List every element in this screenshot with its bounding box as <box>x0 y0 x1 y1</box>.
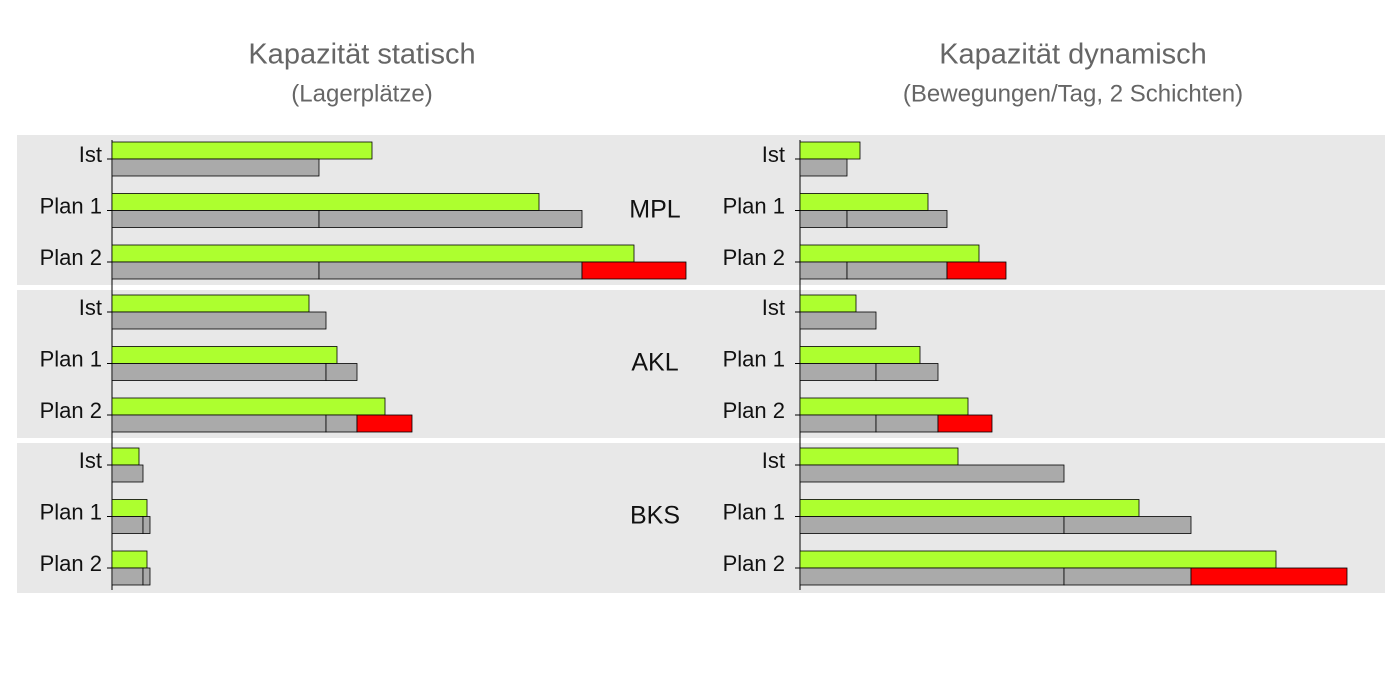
row-label: Ist <box>762 448 785 473</box>
group-label: MPL <box>629 196 681 224</box>
extension-bar <box>356 414 413 433</box>
row-label: Ist <box>79 448 102 473</box>
row-label: Plan 2 <box>723 245 785 270</box>
extension-bar <box>581 261 687 280</box>
demand-bar <box>111 550 148 569</box>
capacity-bar <box>846 261 948 280</box>
demand-bar <box>111 193 540 211</box>
row-label: Plan 2 <box>40 398 102 423</box>
capacity-bar <box>799 516 1065 534</box>
capacity-bar <box>799 464 1065 483</box>
demand-bar <box>799 294 857 313</box>
group-label: AKL <box>631 349 678 377</box>
capacity-bar <box>799 414 877 433</box>
demand-bar <box>111 447 140 466</box>
group-label: BKS <box>630 502 680 530</box>
row-label: Ist <box>762 295 785 320</box>
row-label: Plan 2 <box>40 551 102 576</box>
capacity-bar <box>799 567 1065 586</box>
row-label: Plan 2 <box>40 245 102 270</box>
demand-bar <box>111 499 148 517</box>
capacity-bar <box>142 516 151 534</box>
demand-bar <box>799 499 1140 517</box>
demand-bar <box>111 397 386 416</box>
capacity-bar <box>111 567 144 586</box>
capacity-bar <box>111 158 320 177</box>
capacity-bar <box>799 158 848 177</box>
capacity-bar <box>325 414 358 433</box>
capacity-bar <box>325 363 358 381</box>
row-label: Plan 1 <box>40 193 102 218</box>
capacity-bar <box>111 210 320 228</box>
capacity-bar <box>875 363 939 381</box>
capacity-bar <box>799 261 848 280</box>
capacity-bar <box>318 261 583 280</box>
chart-title: Kapazität dynamisch <box>939 39 1207 71</box>
chart-subtitle: (Bewegungen/Tag, 2 Schichten) <box>903 80 1243 107</box>
capacity-bar <box>142 567 151 586</box>
row-label: Plan 1 <box>723 346 785 371</box>
demand-bar <box>799 447 959 466</box>
capacity-bar <box>846 210 948 228</box>
row-label: Plan 2 <box>723 398 785 423</box>
demand-bar <box>799 397 969 416</box>
demand-bar <box>799 346 921 364</box>
demand-bar <box>111 141 373 160</box>
row-label: Plan 2 <box>723 551 785 576</box>
demand-bar <box>799 193 929 211</box>
capacity-bar <box>875 414 939 433</box>
capacity-bar <box>111 516 144 534</box>
capacity-bar <box>111 261 320 280</box>
extension-bar <box>946 261 1007 280</box>
demand-bar <box>111 294 310 313</box>
capacity-bar <box>1063 516 1192 534</box>
capacity-bar <box>111 414 327 433</box>
chart-subtitle: (Lagerplätze) <box>291 80 432 107</box>
demand-bar <box>799 141 861 160</box>
extension-bar <box>937 414 993 433</box>
row-label: Ist <box>79 295 102 320</box>
capacity-bar <box>111 464 144 483</box>
demand-bar <box>111 244 635 263</box>
extension-bar <box>1190 567 1348 586</box>
row-label: Plan 1 <box>723 499 785 524</box>
capacity-bar <box>799 210 848 228</box>
demand-bar <box>799 550 1277 569</box>
chart-title: Kapazität statisch <box>248 39 475 71</box>
capacity-bar <box>799 363 877 381</box>
capacity-bar <box>111 311 327 330</box>
capacity-bar <box>111 363 327 381</box>
row-label: Plan 1 <box>40 346 102 371</box>
capacity-bar <box>318 210 583 228</box>
demand-bar <box>111 346 338 364</box>
row-label: Ist <box>79 142 102 167</box>
capacity-bar <box>799 311 877 330</box>
row-label: Ist <box>762 142 785 167</box>
demand-bar <box>799 244 980 263</box>
row-label: Plan 1 <box>40 499 102 524</box>
capacity-bar <box>1063 567 1192 586</box>
row-label: Plan 1 <box>723 193 785 218</box>
